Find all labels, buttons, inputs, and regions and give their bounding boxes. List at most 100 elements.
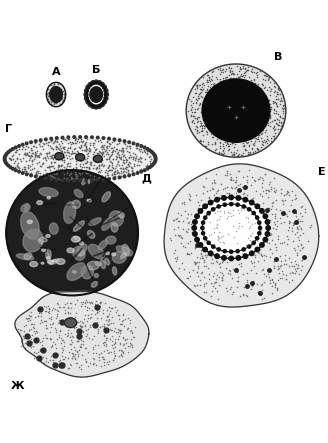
- Point: [53, 155, 58, 163]
- Point: [73, 354, 78, 361]
- Point: [222, 254, 227, 261]
- Point: [225, 269, 230, 276]
- Point: [55, 85, 60, 93]
- Point: [226, 191, 231, 198]
- Circle shape: [236, 256, 241, 260]
- Point: [254, 231, 259, 238]
- Point: [79, 144, 84, 151]
- Point: [254, 211, 259, 218]
- Point: [92, 333, 97, 340]
- Point: [280, 200, 286, 207]
- Ellipse shape: [82, 179, 86, 185]
- Point: [199, 119, 204, 126]
- Point: [111, 349, 116, 356]
- Point: [75, 360, 80, 367]
- Point: [36, 158, 41, 165]
- Point: [243, 138, 248, 145]
- Point: [91, 139, 96, 146]
- Point: [207, 105, 212, 113]
- Point: [237, 82, 243, 89]
- Point: [121, 144, 126, 151]
- Point: [28, 162, 33, 169]
- Point: [127, 148, 132, 155]
- Point: [193, 243, 198, 250]
- Point: [258, 120, 263, 127]
- Point: [254, 187, 259, 194]
- Point: [50, 307, 55, 314]
- Point: [116, 140, 121, 147]
- Point: [254, 217, 259, 224]
- Point: [282, 191, 287, 198]
- Point: [88, 147, 93, 154]
- Circle shape: [5, 152, 8, 155]
- Point: [53, 143, 59, 150]
- Point: [230, 235, 235, 242]
- Point: [66, 149, 71, 156]
- Point: [134, 167, 139, 174]
- Point: [97, 303, 102, 310]
- Point: [246, 113, 252, 120]
- Point: [105, 314, 110, 321]
- Point: [227, 64, 232, 71]
- Point: [264, 208, 269, 215]
- Point: [254, 109, 259, 117]
- Point: [228, 183, 233, 190]
- Point: [52, 158, 57, 165]
- Point: [234, 153, 239, 160]
- Point: [217, 95, 222, 102]
- Point: [244, 173, 250, 180]
- Point: [212, 284, 217, 291]
- Point: [197, 123, 203, 130]
- Point: [251, 140, 256, 147]
- Point: [270, 202, 275, 209]
- Circle shape: [26, 142, 28, 145]
- Point: [205, 85, 210, 92]
- Point: [286, 226, 291, 233]
- Circle shape: [207, 211, 210, 215]
- Point: [265, 99, 271, 106]
- Point: [270, 279, 275, 286]
- Ellipse shape: [79, 242, 84, 245]
- Point: [47, 315, 52, 322]
- Point: [243, 147, 249, 154]
- Point: [105, 170, 110, 177]
- Point: [192, 126, 197, 133]
- Point: [27, 153, 32, 160]
- Circle shape: [152, 163, 155, 165]
- Point: [193, 282, 198, 289]
- Point: [72, 355, 77, 362]
- Point: [235, 80, 240, 87]
- Point: [20, 144, 25, 151]
- Point: [267, 96, 272, 103]
- Point: [287, 207, 292, 214]
- Point: [237, 91, 242, 98]
- Point: [213, 105, 218, 113]
- Point: [218, 208, 223, 215]
- Point: [276, 277, 281, 284]
- Point: [276, 119, 281, 126]
- Point: [256, 89, 261, 96]
- Point: [22, 334, 27, 342]
- Point: [42, 155, 48, 162]
- Point: [84, 143, 89, 150]
- Point: [243, 66, 248, 73]
- Point: [93, 306, 98, 313]
- Point: [214, 74, 219, 81]
- Point: [125, 169, 131, 176]
- Point: [198, 89, 203, 96]
- Point: [219, 66, 224, 73]
- Point: [187, 196, 192, 203]
- Point: [16, 330, 22, 337]
- Point: [90, 354, 95, 361]
- Point: [118, 147, 123, 154]
- Point: [70, 350, 75, 358]
- Point: [83, 169, 88, 176]
- Point: [272, 280, 277, 288]
- Point: [243, 241, 248, 248]
- Point: [212, 147, 217, 154]
- Point: [123, 316, 128, 323]
- Ellipse shape: [16, 254, 34, 260]
- Point: [256, 135, 261, 142]
- Point: [236, 206, 241, 214]
- Point: [257, 190, 262, 198]
